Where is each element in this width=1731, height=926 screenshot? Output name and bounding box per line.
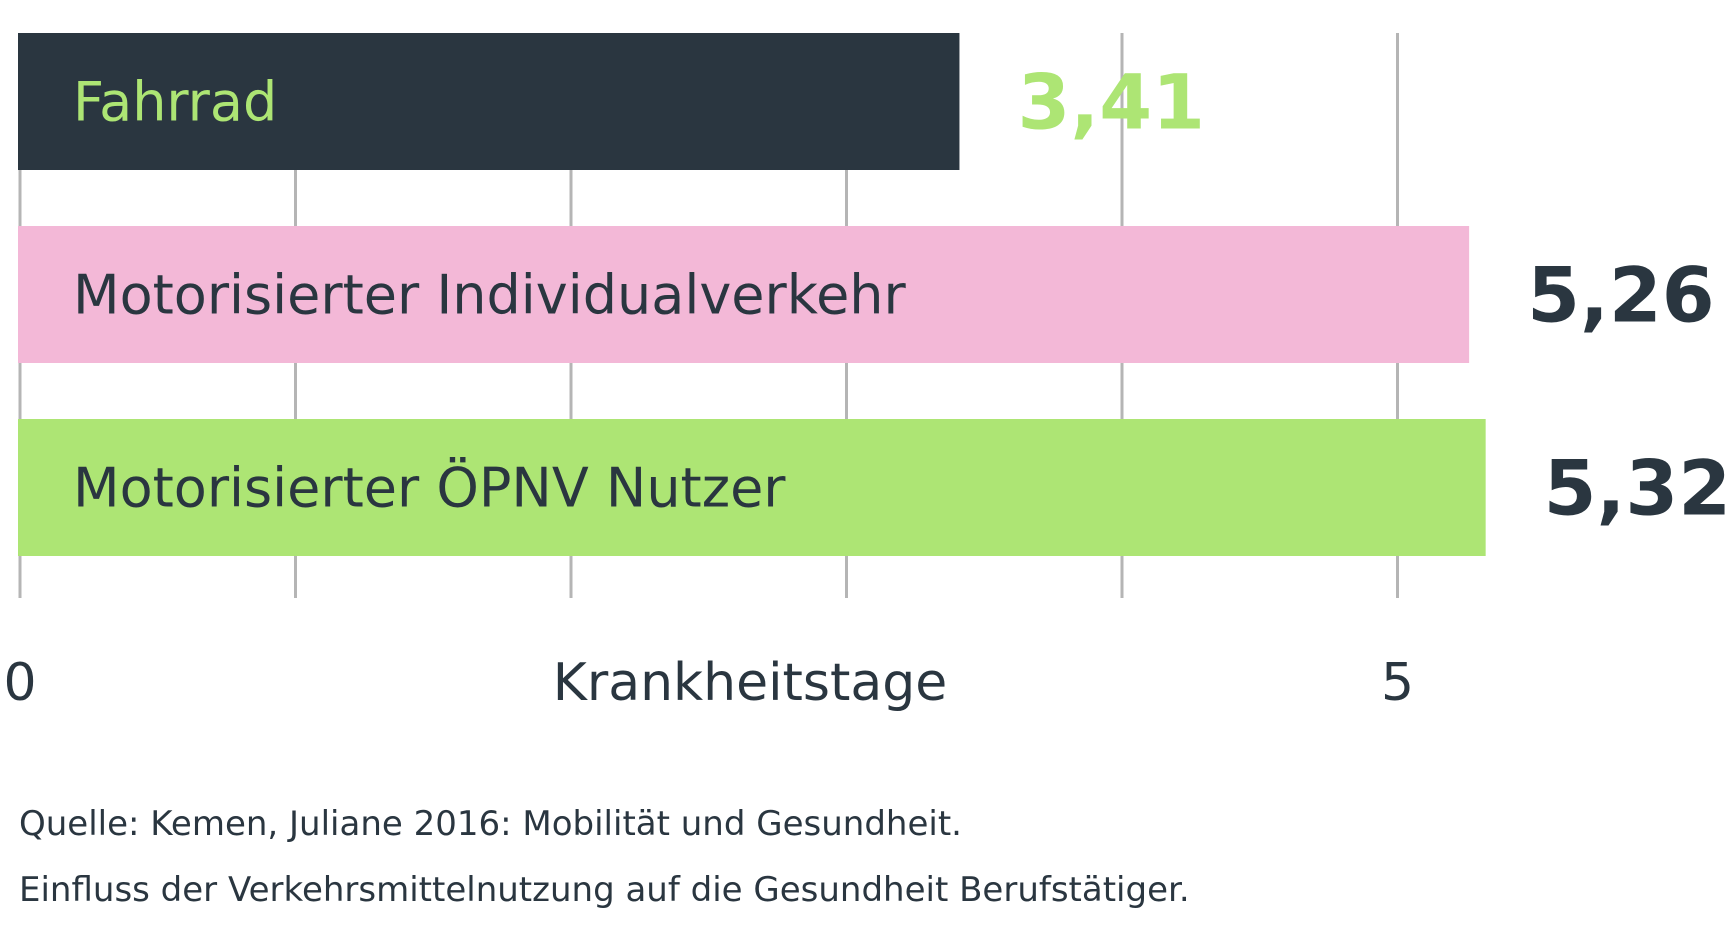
bar-chart: Fahrrad 3,41 Motorisierter Individualverke… (3, 33, 1731, 713)
bar (18, 226, 1470, 363)
bar-value-label: 5,26 (1527, 251, 1715, 340)
bar-category-label: Motorisierter Individualverkehr (73, 264, 907, 327)
bar-value-label: 5,32 (1544, 444, 1731, 533)
bar (18, 33, 960, 170)
x-tick-label: 0 (3, 653, 36, 713)
bars: Fahrrad 3,41 Motorisierter Individualverke… (18, 33, 1731, 556)
bar-value-label: 3,41 (1017, 58, 1205, 147)
x-tick-label: 5 (1381, 653, 1414, 713)
bar-category-label: Fahrrad (73, 71, 277, 134)
source-description: Einfluss der Verkehrsmittelnutzung auf d… (19, 870, 1190, 910)
source-citation: Quelle: Kemen, Juliane 2016: Mobilität u… (19, 804, 962, 844)
x-axis: Krankheitstage 0 5 (3, 653, 1414, 713)
bar-category-label: Motorisierter ÖPNV Nutzer (73, 457, 786, 520)
x-axis-title: Krankheitstage (553, 653, 948, 713)
bar (18, 419, 1486, 556)
